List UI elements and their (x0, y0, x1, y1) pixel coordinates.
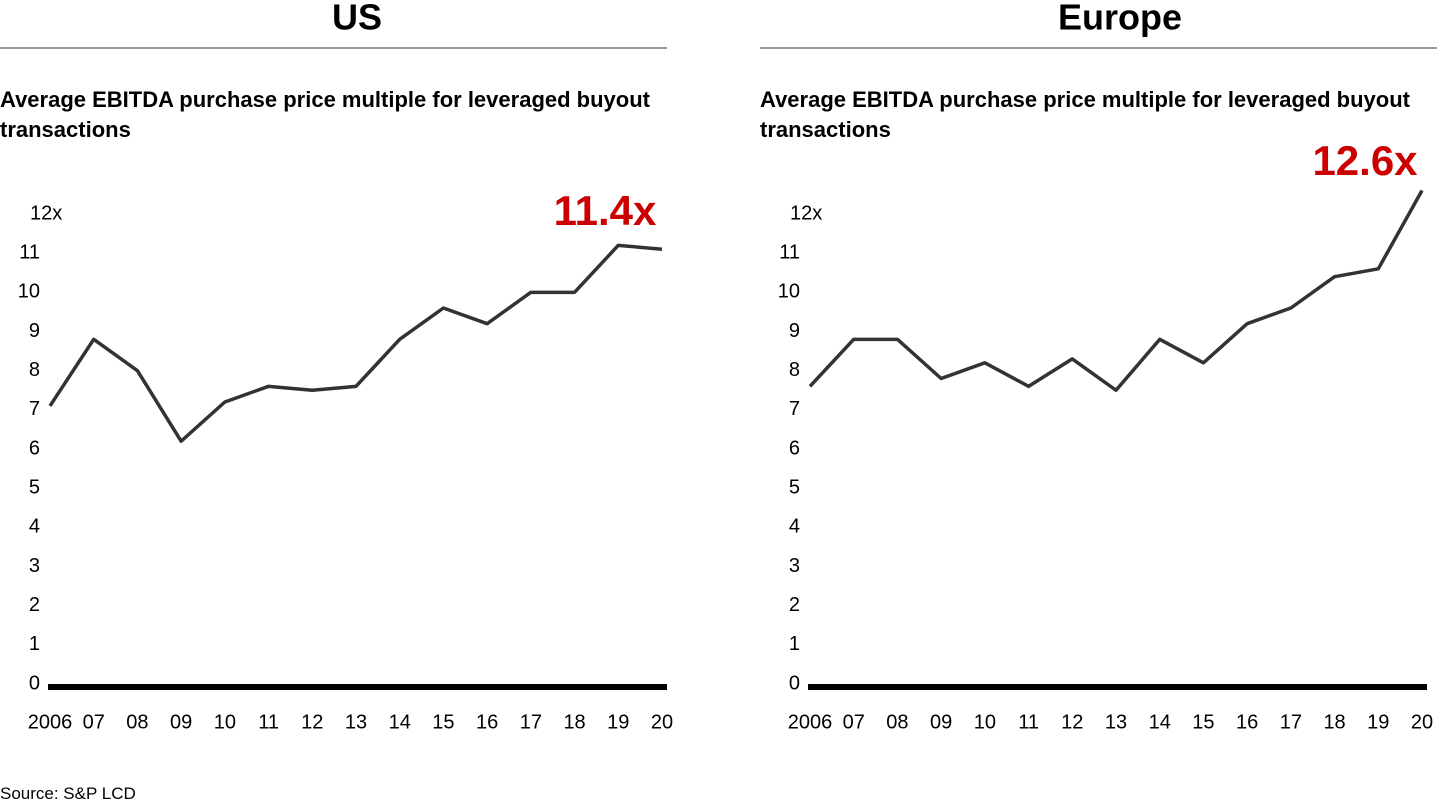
data-line (808, 189, 1424, 392)
y-tick-label: 3 (789, 555, 800, 577)
y-tick-label: 5 (789, 476, 800, 498)
x-tick-label: 2006 (788, 711, 833, 733)
x-tick-label: 09 (930, 711, 952, 733)
x-tick-label: 16 (1236, 711, 1258, 733)
y-tick-label: 7 (29, 398, 40, 420)
y-tick-label: 1 (789, 633, 800, 655)
x-tick-label: 15 (432, 711, 454, 733)
x-tick-label: 11 (258, 711, 279, 733)
x-tick-label: 13 (1105, 711, 1127, 733)
subtitle: Average EBITDA purchase price multiple f… (760, 87, 1410, 142)
y-tick-label: 8 (29, 359, 40, 381)
x-tick-label: 19 (1367, 711, 1389, 733)
x-tick-label: 19 (607, 711, 629, 733)
y-tick-label: 7 (789, 398, 800, 420)
x-tick-label: 2006 (28, 711, 73, 733)
x-tick-label: 11 (1018, 711, 1039, 733)
y-tick-label: 4 (29, 516, 40, 538)
x-tick-label: 14 (389, 711, 411, 733)
y-tick-label: 4 (789, 516, 800, 538)
y-tick-label: 2 (29, 594, 40, 616)
y-tick-label: 9 (789, 320, 800, 342)
y-tick-label: 9 (29, 320, 40, 342)
y-tick-label: 1 (29, 633, 40, 655)
y-tick-label: 3 (29, 555, 40, 577)
x-tick-label: 14 (1149, 711, 1171, 733)
y-tick-label: 11 (19, 241, 40, 263)
y-tick-label: 12x (30, 202, 62, 224)
y-tick-label: 11 (779, 241, 800, 263)
y-tick-label: 2 (789, 594, 800, 616)
chart-title: US (332, 0, 382, 38)
x-tick-label: 13 (345, 711, 367, 733)
x-tick-label: 08 (886, 711, 908, 733)
x-tick-label: 17 (520, 711, 542, 733)
y-tick-label: 0 (789, 672, 800, 694)
y-tick-label: 10 (778, 281, 800, 303)
y-tick-label: 8 (789, 359, 800, 381)
data-line (48, 243, 663, 443)
y-tick-label: 12x (790, 202, 822, 224)
y-tick-label: 6 (29, 437, 40, 459)
source: Source: S&P LCD (0, 784, 136, 803)
x-tick-label: 12 (1061, 711, 1083, 733)
x-tick-label: 12 (301, 711, 323, 733)
x-tick-label: 15 (1192, 711, 1214, 733)
x-tick-label: 18 (1323, 711, 1345, 733)
x-tick-label: 18 (563, 711, 585, 733)
y-tick-label: 5 (29, 476, 40, 498)
chart-title: Europe (1058, 0, 1182, 38)
y-tick-label: 0 (29, 672, 40, 694)
x-tick-label: 09 (170, 711, 192, 733)
x-tick-label: 20 (1411, 711, 1433, 733)
x-tick-label: 17 (1280, 711, 1302, 733)
subtitle: Average EBITDA purchase price multiple f… (0, 87, 650, 142)
annotation: 12.6x (1312, 137, 1418, 184)
x-tick-label: 20 (651, 711, 673, 733)
x-tick-label: 07 (83, 711, 105, 733)
y-tick-label: 6 (789, 437, 800, 459)
annotation: 11.4x (554, 187, 657, 234)
x-tick-label: 07 (843, 711, 865, 733)
y-tick-label: 10 (18, 281, 40, 303)
x-tick-label: 16 (476, 711, 498, 733)
x-tick-label: 10 (214, 711, 236, 733)
x-tick-label: 10 (974, 711, 996, 733)
x-tick-label: 08 (126, 711, 148, 733)
